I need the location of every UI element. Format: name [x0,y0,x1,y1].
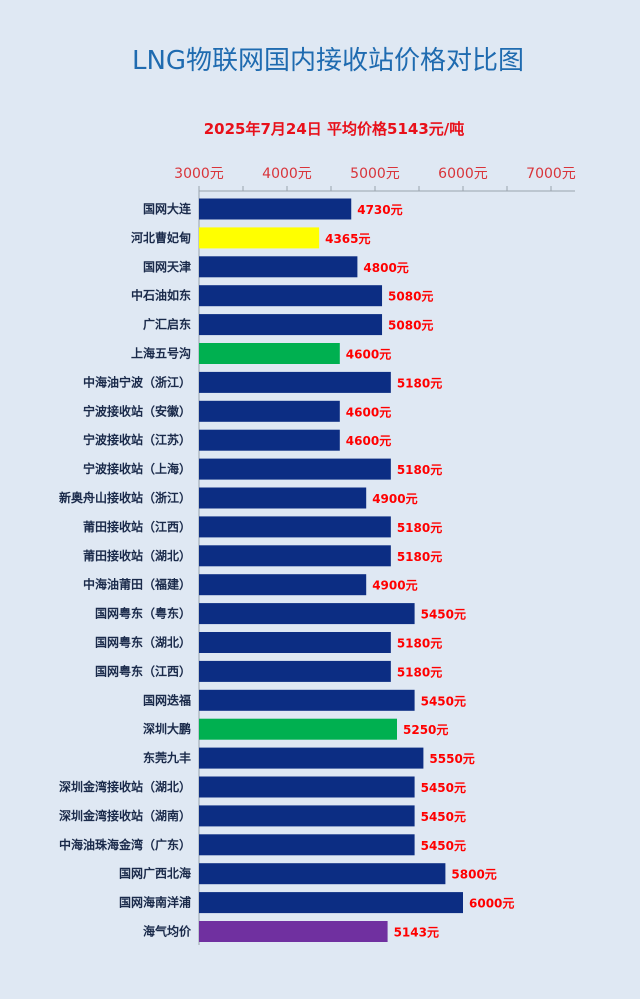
value-label: 4800元 [363,261,408,275]
bar [199,458,391,480]
value-label: 4900元 [372,492,417,506]
value-label: 4365元 [325,232,370,246]
value-label: 5450元 [421,608,466,622]
bar [199,227,320,249]
bar [199,718,397,740]
category-label: 深圳大鹏 [143,721,191,736]
value-label: 5143元 [394,926,439,940]
category-label: 深圳金湾接收站（湖南） [59,808,191,823]
value-label: 4600元 [346,434,391,448]
bar [199,689,415,711]
value-label: 6000元 [469,897,514,911]
value-label: 5550元 [429,752,474,766]
bar [199,834,415,856]
category-label: 宁波接收站（江苏） [83,432,191,447]
value-label: 5450元 [421,810,466,824]
value-label: 4730元 [357,203,402,217]
x-tick-label: 6000元 [438,166,488,182]
bar [199,892,463,914]
bar [199,516,391,538]
category-label: 国网广西北海 [119,866,191,881]
category-label: 深圳金湾接收站（湖北） [59,779,191,794]
value-label: 5450元 [421,694,466,708]
x-tick-label: 7000元 [526,166,576,182]
value-label: 5080元 [388,290,433,304]
bar [199,371,391,393]
value-label: 5180元 [397,550,442,564]
bar [199,314,383,336]
value-label: 5180元 [397,376,442,390]
bar [199,776,415,798]
value-label: 4600元 [346,348,391,362]
category-label: 上海五号沟 [131,346,191,361]
bar [199,285,383,307]
value-label: 5450元 [421,781,466,795]
bar [199,343,340,364]
bar [199,198,352,220]
bar [199,400,340,422]
value-label: 5180元 [397,637,442,651]
bar [199,487,367,509]
category-label: 国网海南洋浦 [119,895,191,910]
value-label: 5800元 [451,868,496,882]
bar [199,747,424,769]
x-axis: 3000元 4000元 5000元 6000元 7000元 [174,166,576,945]
category-label: 河北曹妃甸 [130,230,191,245]
category-label: 国网粤东（江西） [95,663,191,678]
bar [199,632,391,653]
category-label: 中石油如东 [131,288,191,303]
category-label: 东莞九丰 [143,750,191,765]
value-label: 5080元 [388,319,433,333]
chart-subtitle: 2025年7月24日 平均价格5143元/吨 [204,120,465,138]
category-label: 中海油珠海金湾（广东） [59,837,191,852]
value-label: 4600元 [346,405,391,419]
category-label: 国网粤东（粤东） [95,606,191,621]
bar [199,574,367,596]
category-label: 国网大连 [143,201,192,216]
bar [199,545,391,567]
category-label: 莆田接收站（江西） [83,519,191,534]
x-tick-label: 4000元 [262,166,312,182]
category-label: 宁波接收站（安徽） [83,403,191,418]
bar [199,256,358,278]
bar [199,921,388,942]
category-label: 莆田接收站（湖北） [83,548,191,563]
bar [199,805,415,827]
category-label: 宁波接收站（上海） [83,461,191,476]
value-label: 5180元 [397,521,442,535]
category-label: 中海油宁波（浙江） [83,374,191,389]
x-tick-label: 5000元 [350,166,400,182]
bar [199,863,446,885]
category-label: 新奥舟山接收站（浙江） [59,490,191,505]
chart-title: LNG物联网国内接收站价格对比图 [132,46,524,76]
value-label: 5250元 [403,723,448,737]
category-label: 国网迭福 [143,692,191,707]
category-label: 中海油莆田（福建） [83,577,191,592]
bar [199,603,415,625]
value-label: 4900元 [372,579,417,593]
category-label: 国网天津 [143,259,191,274]
value-label: 5180元 [397,665,442,679]
value-label: 5450元 [421,839,466,853]
category-label: 国网粤东（湖北） [95,635,191,650]
category-label: 海气均价 [143,924,192,939]
value-label: 5180元 [397,463,442,477]
bar [199,660,391,682]
bar [199,429,340,451]
x-tick-label: 3000元 [174,166,224,182]
category-label: 广汇启东 [143,317,191,332]
